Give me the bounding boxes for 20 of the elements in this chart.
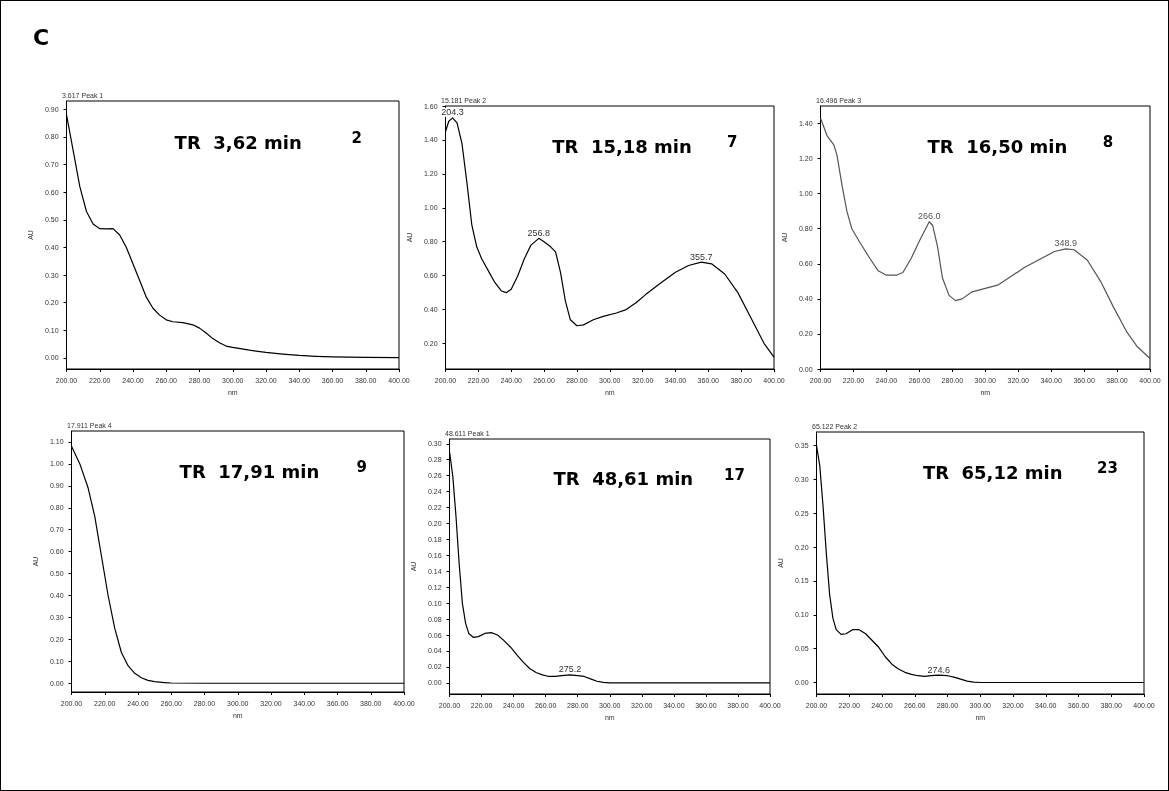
- annotation: 266.0: [917, 211, 941, 222]
- annotation: TR 65,12 min: [922, 461, 1063, 483]
- annotation: 17: [724, 465, 745, 484]
- annotation: TR 16,50 min: [927, 136, 1068, 158]
- annotation: 355.7: [689, 251, 713, 262]
- annotation: TR 3,62 min: [174, 131, 302, 153]
- annotation: TR 17,91 min: [179, 460, 320, 482]
- annotation: 256.8: [527, 227, 551, 238]
- text: C: [33, 25, 50, 50]
- annotation: TR 15,18 min: [552, 136, 692, 158]
- annotation: 7: [726, 133, 738, 152]
- annotation: 348.9: [1054, 238, 1078, 249]
- annotation: 275.2: [558, 664, 582, 675]
- annotation: 2: [351, 128, 362, 147]
- annotation: 9: [356, 458, 367, 477]
- annotation: TR 48,61 min: [553, 468, 694, 490]
- annotation: 23: [1097, 459, 1118, 478]
- annotation: 8: [1102, 133, 1114, 152]
- annotation: 274.6: [927, 664, 950, 675]
- annotation: 204.3: [441, 107, 464, 118]
